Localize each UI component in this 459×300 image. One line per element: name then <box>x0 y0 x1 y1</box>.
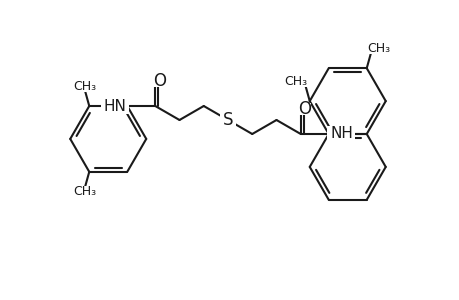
FancyBboxPatch shape <box>326 126 354 142</box>
Text: NH: NH <box>330 127 353 142</box>
FancyBboxPatch shape <box>219 112 235 128</box>
Text: CH₃: CH₃ <box>284 75 307 88</box>
FancyBboxPatch shape <box>281 75 309 87</box>
Text: CH₃: CH₃ <box>366 42 389 55</box>
Text: CH₃: CH₃ <box>73 80 96 92</box>
Text: CH₃: CH₃ <box>73 185 96 198</box>
FancyBboxPatch shape <box>298 103 310 115</box>
FancyBboxPatch shape <box>153 75 165 87</box>
FancyBboxPatch shape <box>71 186 99 198</box>
Text: HN: HN <box>104 98 126 113</box>
FancyBboxPatch shape <box>71 80 99 92</box>
FancyBboxPatch shape <box>101 98 129 114</box>
Text: O: O <box>297 100 311 118</box>
Text: O: O <box>152 72 165 90</box>
Text: S: S <box>222 111 233 129</box>
FancyBboxPatch shape <box>364 42 392 54</box>
